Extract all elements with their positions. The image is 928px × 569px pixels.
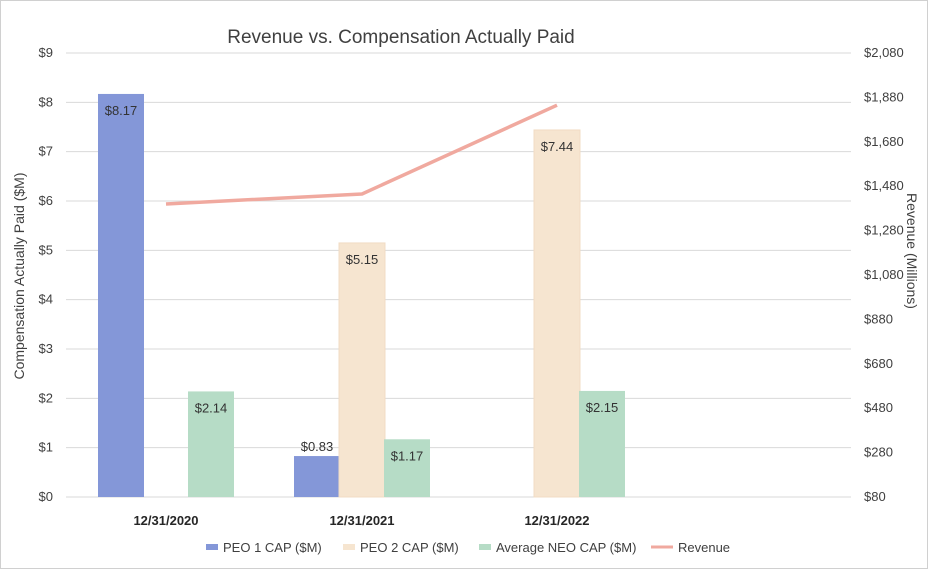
y-tick-label: $3 <box>39 341 53 356</box>
revenue-line-series <box>165 103 558 206</box>
y2-tick-label: $280 <box>864 445 893 460</box>
legend-swatch <box>206 544 218 550</box>
chart-title: Revenue vs. Compensation Actually Paid <box>227 27 574 48</box>
bar <box>384 439 430 497</box>
left-axis-ticks: $0 $1 $2 $3 $4 $5 $6 $7 $8 $9 <box>39 45 53 504</box>
bar <box>533 129 581 498</box>
y2-tick-label: $1,080 <box>864 267 904 282</box>
y2-tick-label: $1,680 <box>864 134 904 149</box>
legend-label: Revenue <box>678 540 730 555</box>
y-tick-label: $2 <box>39 390 53 405</box>
bar <box>98 93 144 498</box>
y-tick-label: $4 <box>39 292 53 307</box>
data-label: $7.44 <box>541 139 574 154</box>
legend-swatch <box>343 544 355 550</box>
bar <box>338 242 386 498</box>
y-tick-label: $7 <box>39 144 53 159</box>
data-label: $1.17 <box>391 448 424 463</box>
y2-tick-label: $1,880 <box>864 89 904 104</box>
bar <box>579 390 625 497</box>
legend: PEO 1 CAP ($M) PEO 2 CAP ($M) Average NEO … <box>206 540 730 555</box>
category-label: 12/31/2020 <box>133 513 198 528</box>
legend-label: PEO 2 CAP ($M) <box>360 540 459 555</box>
legend-label: PEO 1 CAP ($M) <box>223 540 322 555</box>
y-tick-label: $5 <box>39 242 53 257</box>
category-label: 12/31/2021 <box>329 513 394 528</box>
y-tick-label: $9 <box>39 45 53 60</box>
y-tick-label: $0 <box>39 489 53 504</box>
category-label: 12/31/2022 <box>524 513 589 528</box>
y-tick-label: $1 <box>39 440 53 455</box>
right-axis-ticks: $80 $280 $480 $680 $880 $1,080 $1,280 $1,480 $1,… <box>864 45 904 504</box>
y2-tick-label: $80 <box>864 489 886 504</box>
y2-tick-label: $2,080 <box>864 45 904 60</box>
gridlines <box>66 52 851 498</box>
y-axis-title: Compensation Actually Paid ($M) <box>11 173 27 380</box>
bar <box>294 456 340 497</box>
revenue-line <box>165 103 558 206</box>
y2-tick-label: $480 <box>864 400 893 415</box>
bar <box>188 391 234 497</box>
legend-swatch <box>479 544 491 550</box>
data-label: $2.14 <box>195 400 228 415</box>
data-label: $0.83 <box>301 439 334 454</box>
y2-axis-title: Revenue (Millions) <box>904 193 920 309</box>
y-tick-label: $8 <box>39 94 53 109</box>
data-label: $5.15 <box>346 252 379 267</box>
y-tick-label: $6 <box>39 193 53 208</box>
y2-tick-label: $1,280 <box>864 223 904 238</box>
data-labels: $8.17 $0.83 $5.15 $7.44 $2.14 $1.17 $2.15 <box>105 103 619 463</box>
data-label: $2.15 <box>586 400 619 415</box>
bar-series <box>98 93 625 498</box>
category-labels: 12/31/2020 12/31/2021 12/31/2022 <box>133 513 589 528</box>
data-label: $8.17 <box>105 103 138 118</box>
y2-tick-label: $1,480 <box>864 178 904 193</box>
y2-tick-label: $680 <box>864 356 893 371</box>
y2-tick-label: $880 <box>864 311 893 326</box>
legend-label: Average NEO CAP ($M) <box>496 540 636 555</box>
